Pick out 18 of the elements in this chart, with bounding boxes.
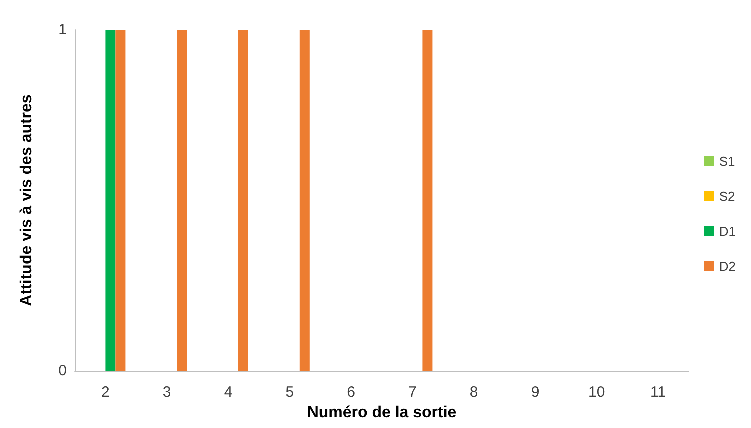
y-tick-label: 0 (58, 362, 67, 380)
x-tick-label: 3 (162, 384, 172, 401)
x-tick-label: 7 (408, 384, 417, 401)
x-tick-label: 6 (347, 384, 356, 401)
legend-label: S2 (719, 189, 736, 204)
x-axis-title: Numéro de la sortie (307, 404, 457, 422)
x-tick-label: 4 (224, 384, 233, 401)
legend-label: D1 (719, 224, 736, 239)
x-tick-label: 11 (650, 384, 666, 401)
legend-label: D2 (719, 259, 736, 274)
x-tick-label: 9 (531, 384, 540, 401)
y-axis-title: Attitude vis à vis des autres (18, 94, 36, 306)
x-tick-label: 10 (588, 384, 606, 401)
x-tick-label: 2 (102, 384, 110, 401)
y-tick-label: 1 (58, 22, 67, 38)
x-tick-label: 5 (286, 384, 294, 401)
legend-label: S1 (719, 154, 736, 169)
x-tick-label: 8 (470, 384, 478, 401)
